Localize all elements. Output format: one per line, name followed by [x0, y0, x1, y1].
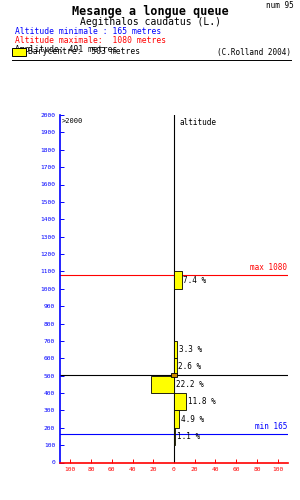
Text: min 165: min 165 [255, 422, 287, 430]
Text: 11.8 %: 11.8 % [188, 397, 215, 406]
Text: 3.3 %: 3.3 % [179, 345, 202, 354]
Text: >2000: >2000 [62, 118, 83, 124]
Bar [174, 341, 177, 358]
Bar [174, 428, 175, 445]
Text: Barycentre:  503 metres: Barycentre: 503 metres [28, 48, 141, 56]
Bar [174, 410, 179, 428]
Text: Altitude maximale:  1080 metres: Altitude maximale: 1080 metres [15, 36, 166, 45]
Text: Mesange a longue queue: Mesange a longue queue [72, 5, 228, 18]
Text: Altitude minimale : 165 metres: Altitude minimale : 165 metres [15, 27, 161, 36]
Text: 7.4 %: 7.4 % [183, 276, 206, 284]
Bar [174, 393, 186, 410]
Text: altitude: altitude [179, 118, 216, 128]
Text: num 95: num 95 [266, 2, 294, 11]
Bar [174, 272, 182, 289]
Text: (C.Rolland 2004): (C.Rolland 2004) [217, 48, 291, 56]
Text: 22.2 %: 22.2 % [176, 380, 203, 389]
Bar [151, 376, 174, 393]
Text: 1.1 %: 1.1 % [177, 432, 200, 441]
Text: max 1080: max 1080 [250, 262, 287, 272]
Text: Amplitude: 491 metres: Amplitude: 491 metres [15, 45, 117, 54]
Text: Aegithalos caudatus (L.): Aegithalos caudatus (L.) [80, 17, 220, 27]
Text: 4.9 %: 4.9 % [181, 414, 204, 424]
Bar [171, 373, 177, 377]
Bar [174, 358, 177, 376]
Text: 2.6 %: 2.6 % [178, 362, 201, 372]
